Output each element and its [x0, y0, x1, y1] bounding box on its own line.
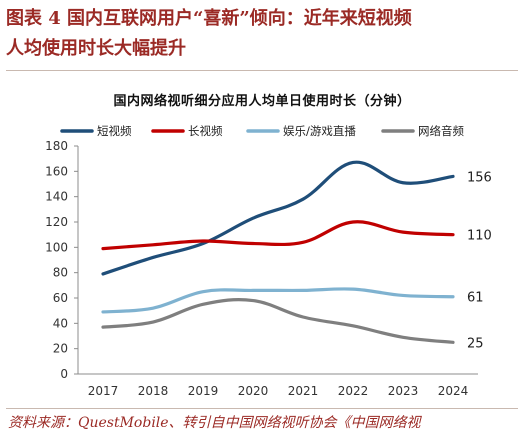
series-line-1 — [101, 160, 455, 276]
end-value-label: 25 — [467, 336, 484, 351]
chart-axes: 0 20 40 60 80 100 120 140 160 180 2017 2018 2019 2020… — [45, 139, 478, 398]
legend-label-3: 娱乐/游戏直播 — [283, 124, 356, 138]
y-tick-label: 140 — [45, 190, 68, 204]
chart-legend: 短视频 长视频 娱乐/游戏直播 网络音频 — [60, 124, 464, 138]
x-tick-label: 2019 — [188, 384, 219, 398]
end-value-label: 110 — [467, 229, 492, 244]
series-line-4 — [101, 298, 455, 344]
legend-label-2: 长视频 — [188, 124, 223, 138]
y-tick-label: 20 — [53, 342, 68, 356]
series-line-3 — [101, 287, 455, 314]
x-tick-label: 2022 — [338, 384, 369, 398]
y-tick-label: 80 — [53, 266, 68, 280]
x-tick-label: 2020 — [238, 384, 269, 398]
x-tick-label: 2023 — [388, 384, 419, 398]
y-tick-label: 0 — [60, 367, 68, 381]
legend-label-1: 短视频 — [97, 124, 132, 138]
chart-title: 国内网络视听细分应用人均单日使用时长（分钟） — [113, 94, 411, 109]
x-tick-label: 2018 — [138, 384, 169, 398]
chart-lines — [101, 160, 455, 344]
x-tick-label: 2024 — [438, 384, 469, 398]
y-tick-label: 100 — [45, 240, 68, 254]
series-line-2 — [101, 220, 455, 251]
x-tick-label: 2017 — [88, 384, 119, 398]
y-tick-label: 160 — [45, 164, 68, 178]
legend-label-4: 网络音频 — [418, 124, 464, 138]
source-note: 资料来源：QuestMobile、转引自中国网络视听协会《中国网络视 — [8, 415, 421, 431]
figure-title-line-2: 人均使用时长大幅提升 — [6, 38, 186, 59]
x-tick-label: 2021 — [288, 384, 319, 398]
y-tick-label: 40 — [53, 316, 68, 330]
source-divider — [6, 408, 518, 409]
y-tick-label: 60 — [53, 291, 68, 305]
chart-end-labels: 156 110 61 25 — [467, 170, 492, 351]
y-tick-label: 180 — [45, 139, 68, 153]
y-tick-label: 120 — [45, 215, 68, 229]
figure-title: 图表 4 国内互联网用户“喜新”倾向：近年来短视频 人均使用时长大幅提升 — [6, 4, 518, 64]
end-value-label: 156 — [467, 170, 492, 185]
end-value-label: 61 — [467, 291, 484, 306]
figure-title-line-1: 图表 4 国内互联网用户“喜新”倾向：近年来短视频 — [6, 8, 412, 29]
title-divider — [6, 70, 518, 71]
